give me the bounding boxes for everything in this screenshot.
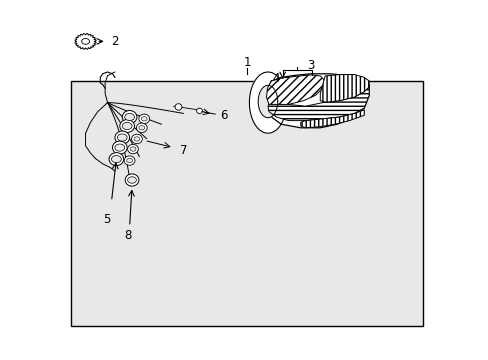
Polygon shape <box>320 75 368 103</box>
Ellipse shape <box>125 174 139 186</box>
Circle shape <box>81 39 89 44</box>
Text: 2: 2 <box>111 35 119 48</box>
Ellipse shape <box>122 111 137 123</box>
Ellipse shape <box>131 134 142 144</box>
Text: 3: 3 <box>306 59 314 72</box>
Polygon shape <box>267 87 368 121</box>
Ellipse shape <box>124 156 135 165</box>
Text: 8: 8 <box>124 229 132 242</box>
Circle shape <box>139 126 144 130</box>
Text: 7: 7 <box>179 144 187 157</box>
Ellipse shape <box>136 123 147 132</box>
Circle shape <box>130 147 136 151</box>
Text: 1: 1 <box>243 57 250 69</box>
Polygon shape <box>249 72 286 133</box>
Circle shape <box>124 113 134 121</box>
Circle shape <box>127 177 136 183</box>
Bar <box>71 81 422 326</box>
Ellipse shape <box>139 114 149 123</box>
Ellipse shape <box>112 141 127 154</box>
Ellipse shape <box>175 104 182 110</box>
Circle shape <box>115 144 124 151</box>
Ellipse shape <box>115 131 129 144</box>
Circle shape <box>111 156 121 163</box>
Ellipse shape <box>109 153 123 166</box>
Ellipse shape <box>196 108 202 114</box>
Text: 5: 5 <box>102 213 110 226</box>
Circle shape <box>134 137 140 141</box>
Ellipse shape <box>127 144 138 154</box>
Polygon shape <box>266 75 325 106</box>
Polygon shape <box>266 74 368 128</box>
Text: 4: 4 <box>272 72 280 85</box>
Circle shape <box>122 122 132 130</box>
Circle shape <box>117 134 127 141</box>
Circle shape <box>126 158 132 163</box>
Polygon shape <box>258 85 277 118</box>
Ellipse shape <box>120 120 134 132</box>
Polygon shape <box>75 33 96 49</box>
Polygon shape <box>300 110 364 128</box>
Circle shape <box>141 117 147 121</box>
Text: 6: 6 <box>220 109 227 122</box>
